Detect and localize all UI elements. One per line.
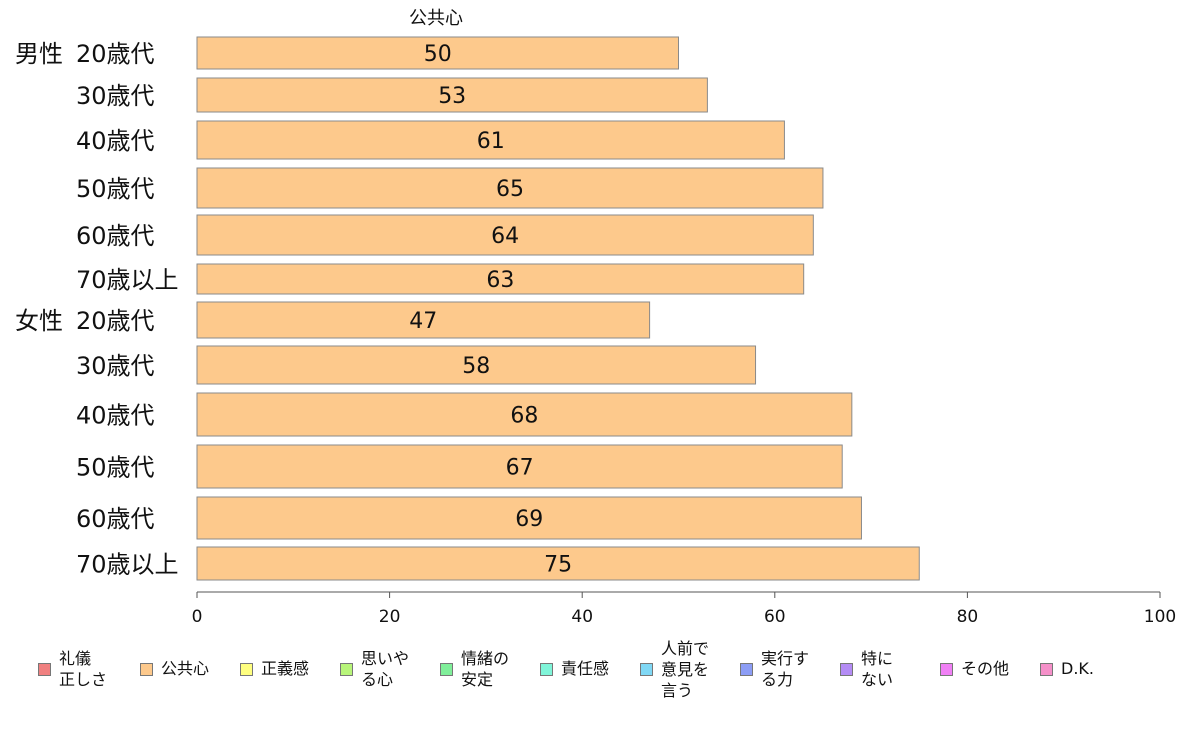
- legend-item: 礼儀 正しさ: [38, 644, 125, 690]
- legend-label: 実行す る力: [761, 649, 810, 689]
- legend-label: 特に ない: [861, 649, 894, 689]
- legend-item: 実行す る力: [740, 644, 827, 690]
- legend-swatch: [640, 663, 653, 676]
- x-tick-label: 80: [957, 607, 979, 627]
- category-label: 60歳代: [76, 505, 155, 533]
- legend-label: 礼儀 正しさ: [59, 649, 108, 689]
- x-tick-label: 40: [571, 607, 593, 627]
- bar-chart: 公共心 5020歳代男性5330歳代6140歳代6550歳代6460歳代6370…: [15, 8, 1176, 627]
- bar: [196, 496, 862, 540]
- bar: [196, 345, 757, 385]
- bar-value-label: 53: [438, 84, 466, 109]
- bar-value-label: 64: [491, 224, 519, 249]
- group-label: 男性: [15, 40, 63, 68]
- legend-swatch: [540, 663, 553, 676]
- category-label: 20歳代: [76, 40, 155, 68]
- legend-label: 人前で 意見を 言う: [661, 639, 710, 700]
- bar-value-label: 75: [544, 553, 572, 578]
- bar-value-label: 58: [462, 354, 490, 379]
- x-tick-label: 20: [379, 607, 401, 627]
- legend-item: 責任感: [540, 644, 627, 679]
- category-label: 70歳以上: [76, 266, 179, 294]
- bar-value-label: 68: [510, 404, 538, 429]
- x-tick-label: 60: [764, 607, 786, 627]
- bar: [196, 444, 843, 489]
- legend-swatch: [140, 663, 153, 676]
- legend-item: 特に ない: [840, 644, 927, 690]
- legend-swatch: [840, 663, 853, 676]
- group-label: 女性: [15, 307, 63, 335]
- bar: [196, 301, 651, 339]
- legend-label: その他: [961, 659, 1010, 678]
- category-label: 30歳代: [76, 352, 155, 380]
- legend-item: 人前で 意見を 言う: [640, 639, 727, 701]
- bar-value-label: 63: [486, 268, 514, 293]
- bar: [196, 392, 853, 437]
- bar: [196, 214, 814, 256]
- category-label: 70歳以上: [76, 551, 179, 579]
- legend-item: 思いや る心: [340, 644, 427, 690]
- category-label: 40歳代: [76, 402, 155, 430]
- legend-swatch: [340, 663, 353, 676]
- bar: [196, 36, 679, 70]
- bar-value-label: 67: [506, 456, 534, 481]
- legend-swatch: [740, 663, 753, 676]
- category-label: 60歳代: [76, 222, 155, 250]
- category-label: 50歳代: [76, 454, 155, 482]
- legend-label: 公共心: [161, 659, 210, 678]
- bar: [196, 120, 785, 160]
- legend-swatch: [940, 663, 953, 676]
- legend-swatch: [38, 663, 51, 676]
- bar: [196, 546, 920, 581]
- category-label: 20歳代: [76, 307, 155, 335]
- legend-item: D.K.: [1040, 644, 1127, 679]
- legend-label: D.K.: [1061, 659, 1094, 678]
- bar-value-label: 69: [515, 507, 543, 532]
- legend-label: 思いや る心: [361, 649, 410, 689]
- bar-value-label: 47: [409, 309, 437, 334]
- bar: [196, 263, 805, 295]
- category-label: 50歳代: [76, 175, 155, 203]
- legend-swatch: [440, 663, 453, 676]
- legend-label: 情緒の 安定: [461, 649, 510, 689]
- chart-title: 公共心: [409, 8, 463, 29]
- legend: 礼儀 正しさ 公共心 正義感 思いや る心 情緒の 安定 責任感 人前で 意見を 言う 実行す…: [38, 639, 1178, 724]
- legend-item: 情緒の 安定: [440, 644, 527, 690]
- bar: [196, 77, 708, 113]
- category-label: 40歳代: [76, 127, 155, 155]
- bar: [196, 167, 824, 209]
- x-axis: 0 20 40 60 80 100: [192, 591, 1176, 627]
- x-tick-label: 0: [192, 607, 203, 627]
- x-tick-label: 100: [1144, 607, 1176, 627]
- bars: 5020歳代男性5330歳代6140歳代6550歳代6460歳代6370歳以上4…: [15, 36, 920, 581]
- legend-label: 責任感: [561, 659, 610, 678]
- category-label: 30歳代: [76, 82, 155, 110]
- legend-item: その他: [940, 644, 1027, 679]
- legend-item: 公共心: [140, 644, 227, 679]
- legend-item: 正義感: [240, 644, 327, 679]
- legend-swatch: [1040, 663, 1053, 676]
- legend-swatch: [240, 663, 253, 676]
- legend-label: 正義感: [261, 659, 310, 678]
- bar-value-label: 61: [477, 129, 505, 154]
- bar-value-label: 50: [424, 42, 452, 67]
- bar-value-label: 65: [496, 177, 524, 202]
